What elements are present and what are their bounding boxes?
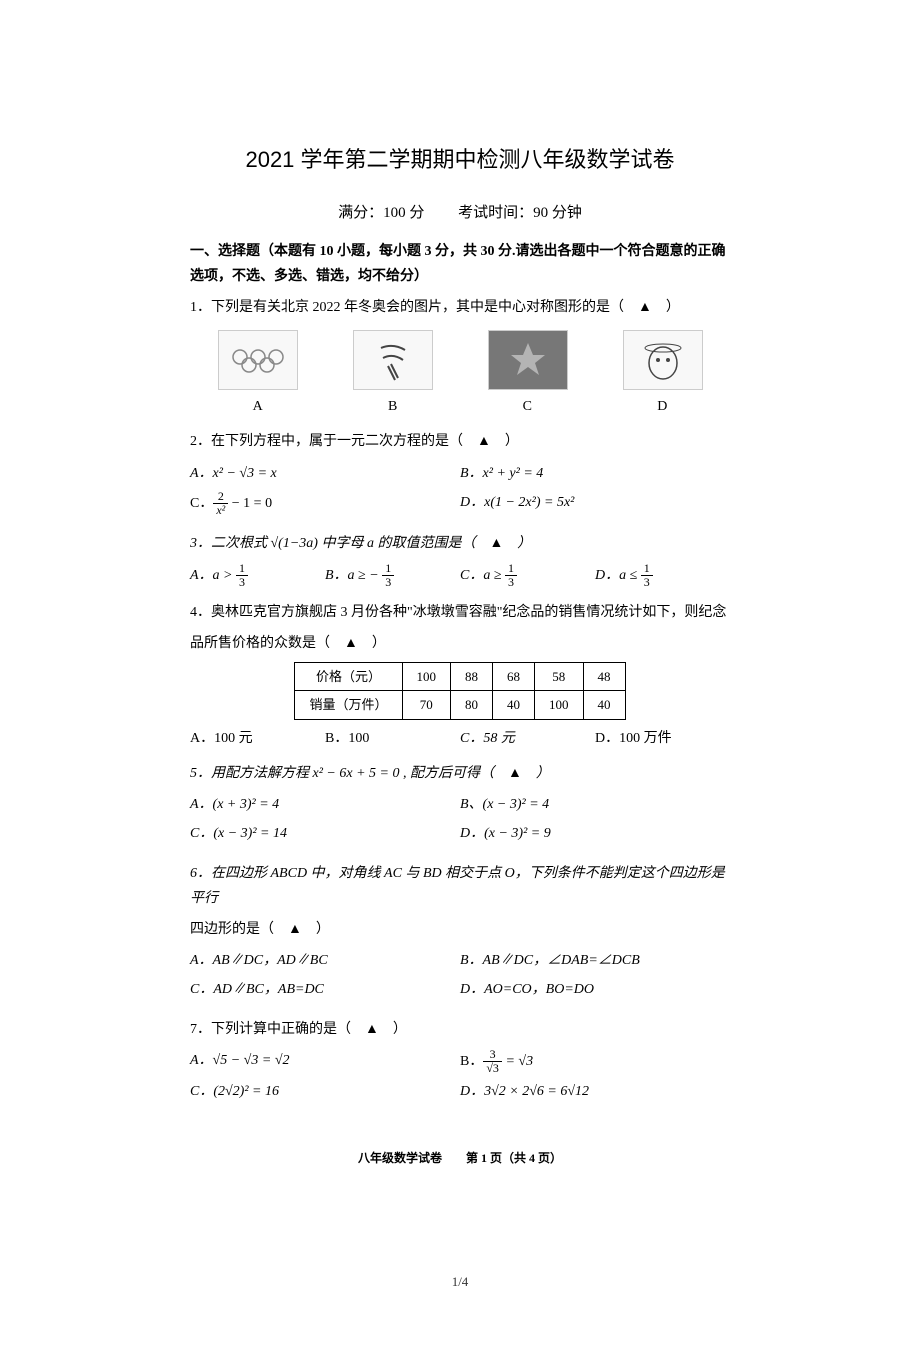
q1-labels: A B C D xyxy=(190,394,730,419)
q2-options: A．x² − √3 = x B．x² + y² = 4 C．2x² − 1 = … xyxy=(190,461,730,522)
q4-r2c0: 销量（万件） xyxy=(295,691,402,719)
question-2: 2．在下列方程中，属于一元二次方程的是（ ▲ ） A．x² − √3 = x B… xyxy=(190,429,730,521)
q2-option-d: D．x(1 − 2x²) = 5x² xyxy=(460,490,730,517)
q1-label-c: C xyxy=(523,394,532,419)
q4-option-c: C．58 元 xyxy=(460,726,595,751)
q4-r1c5: 48 xyxy=(583,663,625,691)
q5-option-d: D．(x − 3)² = 9 xyxy=(460,821,730,846)
question-6: 6．在四边形 ABCD 中，对角线 AC 与 BD 相交于点 O，下列条件不能判… xyxy=(190,861,730,1007)
q4-option-d: D．100 万件 xyxy=(595,726,730,751)
question-1: 1．下列是有关北京 2022 年冬奥会的图片，其中是中心对称图形的是（ ▲ ） xyxy=(190,295,730,419)
q1-images xyxy=(190,330,730,390)
q4-r1c3: 68 xyxy=(493,663,535,691)
q3-option-a: A．a > 13 xyxy=(190,562,325,589)
q4-text-1: 4．奥林匹克官方旗舰店 3 月份各种"冰墩墩雪容融"纪念品的销售情况统计如下，则… xyxy=(190,600,730,625)
q1-image-a xyxy=(218,330,298,390)
q3-option-b: B．a ≥ − 13 xyxy=(325,562,460,589)
q1-label-b: B xyxy=(388,394,397,419)
q7-option-a: A．√5 − √3 = √2 xyxy=(190,1048,460,1075)
q7-option-b: B．3√3 = √3 xyxy=(460,1048,730,1075)
q1-label-d: D xyxy=(657,394,667,419)
q2-option-a: A．x² − √3 = x xyxy=(190,461,460,486)
q3-options: A．a > 13 B．a ≥ − 13 C．a ≥ 13 D．a ≤ 13 xyxy=(190,562,730,589)
q3-option-c: C．a ≥ 13 xyxy=(460,562,595,589)
q4-options: A．100 元 B．100 C．58 元 D．100 万件 xyxy=(190,726,730,751)
q4-r1c1: 100 xyxy=(402,663,451,691)
q4-r2c1: 70 xyxy=(402,691,451,719)
q4-r2c4: 100 xyxy=(535,691,584,719)
exam-title: 2021 学年第二学期期中检测八年级数学试卷 xyxy=(190,140,730,180)
q3-option-d: D．a ≤ 13 xyxy=(595,562,730,589)
question-4: 4．奥林匹克官方旗舰店 3 月份各种"冰墩墩雪容融"纪念品的销售情况统计如下，则… xyxy=(190,600,730,751)
table-row: 价格（元） 100 88 68 58 48 xyxy=(295,663,625,691)
q1-text: 1．下列是有关北京 2022 年冬奥会的图片，其中是中心对称图形的是（ ▲ ） xyxy=(190,295,730,320)
q4-r1c2: 88 xyxy=(451,663,493,691)
exam-time: 考试时间：90 分钟 xyxy=(458,205,582,221)
q2-option-b: B．x² + y² = 4 xyxy=(460,461,730,486)
q7-options: A．√5 − √3 = √2 B．3√3 = √3 C．(2√2)² = 16 … xyxy=(190,1048,730,1109)
q4-r1c0: 价格（元） xyxy=(295,663,402,691)
table-row: 销量（万件） 70 80 40 100 40 xyxy=(295,691,625,719)
q6-text-2: 四边形的是（ ▲ ） xyxy=(190,917,730,942)
full-marks: 满分：100 分 xyxy=(338,205,424,221)
q6-text-1: 6．在四边形 ABCD 中，对角线 AC 与 BD 相交于点 O，下列条件不能判… xyxy=(190,861,730,911)
q1-label-a: A xyxy=(253,394,263,419)
q4-r2c2: 80 xyxy=(451,691,493,719)
q5-text: 5．用配方法解方程 x² − 6x + 5 = 0 , 配方后可得（ ▲ ） xyxy=(190,761,730,786)
q6-option-d: D．AO=CO，BO=DO xyxy=(460,977,730,1002)
q4-r2c5: 40 xyxy=(583,691,625,719)
q4-r1c4: 58 xyxy=(535,663,584,691)
q1-image-b xyxy=(353,330,433,390)
q7-text: 7．下列计算中正确的是（ ▲ ） xyxy=(190,1017,730,1042)
q6-option-c: C．AD∥BC，AB=DC xyxy=(190,977,460,1002)
q5-option-b: B、(x − 3)² = 4 xyxy=(460,792,730,817)
question-3: 3．二次根式 √(1−3a) 中字母 a 的取值范围是（ ▲ ） A．a > 1… xyxy=(190,531,730,590)
q4-option-a: A．100 元 xyxy=(190,726,325,751)
q4-table: 价格（元） 100 88 68 58 48 销量（万件） 70 80 40 10… xyxy=(294,662,625,720)
q1-image-d xyxy=(623,330,703,390)
q7-option-d: D．3√2 × 2√6 = 6√12 xyxy=(460,1079,730,1104)
q5-option-a: A．(x + 3)² = 4 xyxy=(190,792,460,817)
q5-option-c: C．(x − 3)² = 14 xyxy=(190,821,460,846)
page-footer: 八年级数学试卷 第 1 页（共 4 页） xyxy=(190,1148,730,1170)
page-number: 1/4 xyxy=(190,1270,730,1293)
q3-text: 3．二次根式 √(1−3a) 中字母 a 的取值范围是（ ▲ ） xyxy=(190,531,730,556)
q5-options: A．(x + 3)² = 4 B、(x − 3)² = 4 C．(x − 3)²… xyxy=(190,792,730,850)
q2-text: 2．在下列方程中，属于一元二次方程的是（ ▲ ） xyxy=(190,429,730,454)
section-1-header: 一、选择题（本题有 10 小题，每小题 3 分，共 30 分.请选出各题中一个符… xyxy=(190,239,730,289)
q1-image-c xyxy=(488,330,568,390)
q7-option-c: C．(2√2)² = 16 xyxy=(190,1079,460,1104)
q6-options: A．AB∥DC，AD∥BC B．AB∥DC，∠DAB=∠DCB C．AD∥BC，… xyxy=(190,948,730,1006)
q6-option-a: A．AB∥DC，AD∥BC xyxy=(190,948,460,973)
question-7: 7．下列计算中正确的是（ ▲ ） A．√5 − √3 = √2 B．3√3 = … xyxy=(190,1017,730,1109)
question-5: 5．用配方法解方程 x² − 6x + 5 = 0 , 配方后可得（ ▲ ） A… xyxy=(190,761,730,851)
q4-text-2: 品所售价格的众数是（ ▲ ） xyxy=(190,631,730,656)
exam-subtitle: 满分：100 分 考试时间：90 分钟 xyxy=(190,200,730,227)
q6-option-b: B．AB∥DC，∠DAB=∠DCB xyxy=(460,948,730,973)
q4-r2c3: 40 xyxy=(493,691,535,719)
q4-option-b: B．100 xyxy=(325,726,460,751)
q2-option-c: C．2x² − 1 = 0 xyxy=(190,490,460,517)
